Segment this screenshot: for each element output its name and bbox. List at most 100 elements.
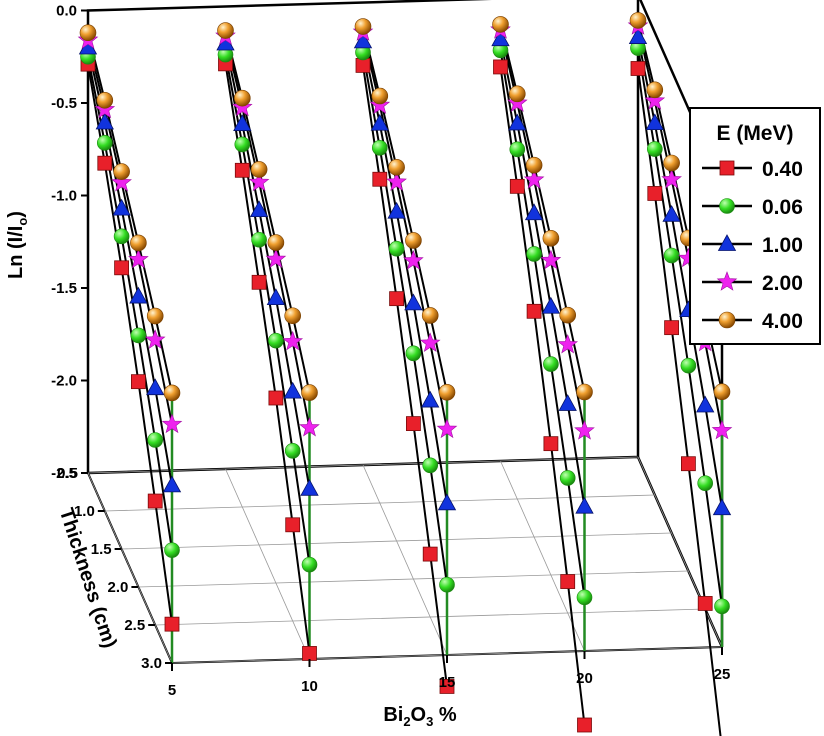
sphere-marker: [234, 89, 251, 107]
data-point: [300, 478, 319, 496]
triangle-marker: [162, 475, 182, 493]
data-point: [355, 58, 371, 73]
star-marker: [540, 249, 562, 270]
sphere-marker: [163, 384, 181, 402]
data-point: [282, 330, 304, 351]
y-axis-title: Ln (I/Io): [5, 211, 30, 279]
data-point: [403, 249, 424, 270]
square-marker: [647, 186, 663, 201]
data-point: [128, 248, 149, 269]
sphere-marker: [525, 156, 543, 174]
circle-marker: [576, 589, 593, 606]
data-point: [436, 418, 458, 439]
axes-layer: 0.0 -0.5 -1.0 -1.5 -2.0 -2.50.5 1.0 1.5 2.0 2.5 3.…: [51, 3, 730, 700]
data-point: [523, 169, 545, 189]
data-point: [712, 498, 732, 516]
y-axis-title-end: ): [5, 211, 27, 218]
floor-gridline: [87, 472, 173, 664]
square-marker: [697, 596, 713, 611]
legend-label: 1.00: [762, 234, 803, 257]
data-point: [405, 232, 422, 249]
thickness-tick-label: 2.5: [124, 617, 145, 634]
sphere-marker: [663, 154, 680, 172]
data-point: [697, 596, 713, 611]
data-point: [718, 311, 736, 329]
data-point: [146, 378, 165, 396]
star-marker: [644, 90, 666, 110]
circle-marker: [388, 240, 405, 257]
data-point: [283, 381, 302, 399]
sphere-marker: [96, 92, 114, 109]
square-marker: [439, 679, 455, 694]
data-point: [437, 493, 457, 511]
square-marker: [422, 546, 438, 562]
data-point: [540, 249, 562, 270]
data-point: [79, 24, 97, 42]
data-point: [421, 390, 440, 408]
composition-axis-title: Bi2O3 %: [383, 704, 457, 729]
data-point: [630, 61, 646, 76]
triangle-marker: [491, 29, 510, 47]
data-point: [558, 394, 577, 411]
sphere-marker: [388, 159, 405, 176]
composition-tick-label: 20: [576, 670, 593, 687]
legend-label: 0.40: [762, 158, 803, 181]
data-point: [438, 383, 456, 401]
legend-box: [689, 107, 821, 345]
triangle-marker: [129, 286, 148, 304]
data-point: [525, 156, 543, 174]
data-point: [509, 178, 525, 194]
star-marker: [386, 171, 407, 191]
floor-gridline: [362, 464, 448, 656]
sphere-marker: [267, 234, 285, 251]
floor-lines: [87, 456, 723, 664]
data-point: [419, 332, 441, 352]
data-point: [560, 574, 576, 589]
circle-marker: [543, 356, 559, 372]
star-marker: [111, 171, 132, 192]
triangle-marker: [266, 288, 286, 306]
data-point: [697, 475, 714, 492]
data-point: [388, 240, 405, 257]
data-point: [714, 598, 730, 615]
data-point: [113, 228, 130, 245]
data-point: [129, 286, 148, 304]
y-tick-label: -0.5: [51, 95, 77, 112]
series-line: [87, 32, 173, 394]
series-line: [637, 48, 723, 607]
data-point: [645, 113, 664, 131]
data-point: [251, 274, 267, 290]
data-point: [371, 87, 389, 105]
data-point: [249, 200, 269, 218]
square-marker: [560, 574, 576, 589]
data-point: [371, 140, 388, 156]
data-point: [233, 114, 252, 131]
data-point: [422, 546, 438, 562]
sphere-marker: [542, 230, 560, 247]
triangle-marker: [628, 27, 648, 44]
star-marker: [419, 332, 441, 352]
data-point: [389, 291, 405, 307]
data-point: [574, 420, 595, 440]
data-point: [96, 92, 114, 109]
data-point: [646, 141, 663, 157]
data-point: [147, 432, 163, 448]
data-point: [664, 320, 679, 336]
series-line: [499, 50, 586, 598]
data-point: [387, 201, 406, 219]
series-line: [224, 30, 311, 393]
data-point: [492, 16, 509, 33]
data-point: [113, 163, 130, 180]
data-point: [508, 85, 526, 103]
data-point: [268, 332, 284, 349]
thickness-tick-label: 1.0: [74, 503, 95, 520]
floor-gridline: [637, 456, 723, 648]
square-marker: [164, 616, 180, 632]
sphere-marker: [284, 307, 302, 325]
composition-tick-label: 10: [301, 678, 318, 695]
square-marker: [681, 456, 696, 472]
floor-gridline: [500, 460, 585, 652]
circle-marker: [439, 576, 455, 593]
data-point: [162, 475, 182, 493]
circle-marker: [268, 332, 284, 349]
